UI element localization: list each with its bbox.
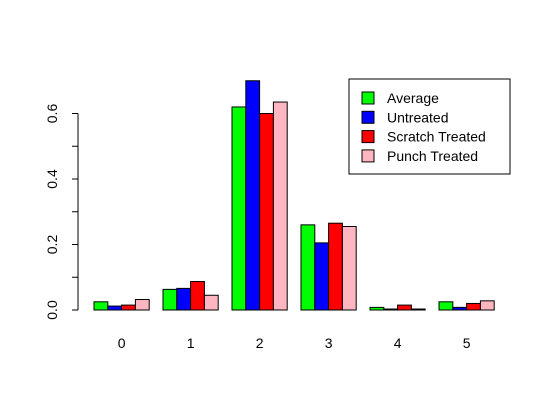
legend-swatch <box>361 130 375 144</box>
legend-label: Punch Treated <box>387 148 478 164</box>
bar-average-4 <box>369 306 385 311</box>
x-tick-label: 5 <box>463 335 471 351</box>
legend: Average Untreated Scratch Treated Punch Tre… <box>348 78 511 175</box>
x-tick-label: 0 <box>118 335 126 351</box>
bar-untreated-2 <box>245 80 261 311</box>
y-axis: 0.0 0.2 0.4 0.6 <box>44 104 79 320</box>
bar-scratch-treated-2 <box>259 113 274 311</box>
bar-average-3 <box>300 224 316 311</box>
bar-scratch-treated-1 <box>190 281 205 311</box>
bar-untreated-1 <box>176 287 192 311</box>
bar-punch-treated-2 <box>272 101 288 311</box>
x-tick-label: 3 <box>325 335 333 351</box>
legend-swatch <box>361 149 375 163</box>
bar-scratch-treated-0 <box>121 304 136 311</box>
bar-untreated-5 <box>452 306 468 311</box>
legend-label: Untreated <box>387 109 448 125</box>
legend-swatch <box>361 110 375 124</box>
x-tick-label: 1 <box>187 335 195 351</box>
bar-scratch-treated-3 <box>328 222 343 311</box>
legend-label: Average <box>387 90 439 106</box>
y-tick-label: 0.2 <box>44 235 60 255</box>
legend-box <box>348 78 511 175</box>
bar-punch-treated-1 <box>203 294 219 311</box>
bar-untreated-3 <box>314 242 330 311</box>
bar-scratch-treated-5 <box>466 302 481 311</box>
x-axis: 0 1 2 3 4 5 <box>118 335 471 351</box>
bar-scratch-treated-4 <box>397 304 412 311</box>
y-tick-label: 0.6 <box>44 104 60 124</box>
bar-punch-treated-0 <box>134 299 150 311</box>
bars-layer <box>93 80 495 311</box>
y-tick-label: 0.4 <box>44 169 60 189</box>
bar-average-0 <box>93 301 109 311</box>
x-tick-label: 4 <box>394 335 402 351</box>
bar-average-5 <box>438 301 454 311</box>
x-tick-label: 2 <box>256 335 264 351</box>
bar-untreated-0 <box>107 305 123 311</box>
legend-swatch <box>361 91 375 105</box>
bar-punch-treated-4 <box>410 308 426 311</box>
bar-average-2 <box>231 106 247 311</box>
y-tick-label: 0.0 <box>44 300 60 320</box>
bar-punch-treated-3 <box>341 225 357 311</box>
legend-label: Scratch Treated <box>387 129 486 145</box>
bar-punch-treated-5 <box>479 300 495 311</box>
bar-untreated-4 <box>383 308 399 311</box>
bar-average-1 <box>162 288 178 311</box>
